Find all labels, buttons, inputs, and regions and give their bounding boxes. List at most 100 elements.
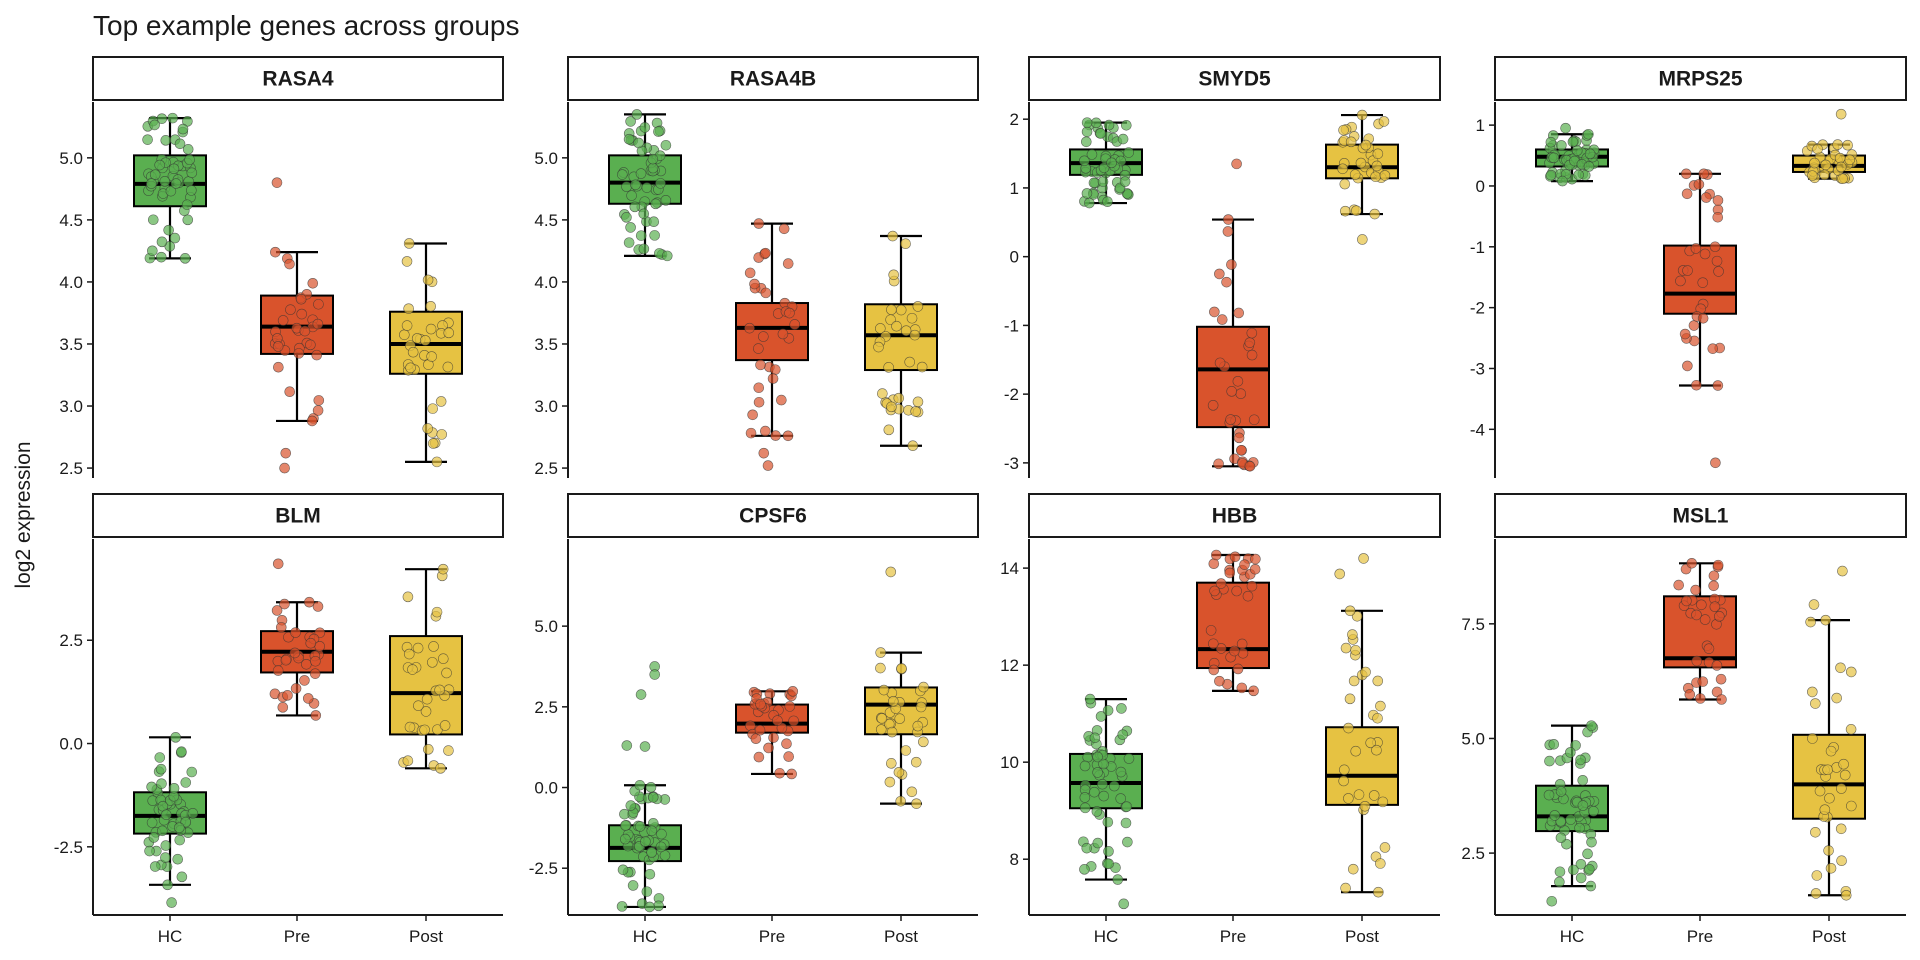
data-point [1688,320,1700,331]
data-point [1823,845,1834,856]
data-point [1098,162,1110,174]
strip-box [567,493,979,538]
panel-hbb: HBB HC Pre Post 8 10 12 14 [1000,493,1441,946]
data-point [1690,243,1702,254]
data-point [1372,675,1384,687]
data-point [1092,751,1103,763]
strip-box [1494,56,1907,101]
data-point [621,740,633,751]
data-point [428,641,439,652]
data-point [156,778,167,789]
data-point [660,139,672,151]
data-point [1214,268,1225,280]
data-point [407,664,418,675]
y-tick-label: 2.5 [59,631,83,650]
data-point [1222,214,1234,225]
data-point [1365,737,1376,749]
y-tick-label: -2.5 [54,838,83,857]
data-point [412,642,424,654]
data-point [182,144,194,155]
data-point [303,596,315,608]
data-point [1809,157,1820,169]
box-hc [133,112,207,264]
data-point [1353,789,1365,800]
data-point [641,182,653,193]
data-point [1115,793,1127,804]
box-post [864,230,938,452]
y-tick-label: -4 [1470,420,1485,439]
data-point [1358,553,1369,564]
data-point [1712,559,1724,571]
data-point [1343,722,1354,734]
data-point [421,693,433,705]
data-point [1577,775,1589,786]
data-point [1221,276,1232,288]
data-point [443,327,455,339]
data-point [1703,643,1715,654]
data-point [1548,152,1560,164]
data-point [313,395,325,406]
box-body [1196,325,1270,429]
data-point [305,637,317,649]
data-point [1372,712,1383,724]
data-point [875,323,886,334]
data-point [1250,553,1261,565]
panel-smyd5: SMYD5 -3 -2 -1 0 1 2 [1004,56,1441,478]
data-point [1712,195,1724,206]
data-point [1334,568,1346,580]
data-point [425,301,436,312]
data-point [619,808,630,820]
data-point [299,325,311,337]
data-point [301,658,312,670]
data-point [616,169,628,180]
data-point [1092,767,1103,778]
data-point [1835,662,1846,674]
data-point [1233,432,1245,444]
x-tick-label: HC [158,927,183,946]
data-point [1123,753,1135,764]
data-point [1236,682,1248,694]
data-point [634,779,646,791]
panel-rasa4: RASA4 2.5 3.0 3.5 4.0 4.5 5.0 [59,56,504,478]
data-point [1103,119,1115,131]
data-point [434,684,445,696]
data-point [1377,796,1389,808]
data-point [1246,349,1258,361]
y-tick-label: 5.0 [534,149,558,168]
data-point [436,429,448,440]
data-point [1232,663,1244,675]
data-point [167,112,178,124]
strip-box [1494,493,1907,538]
box-body [864,686,938,736]
data-point [1350,644,1361,656]
data-point [422,274,434,286]
data-point [633,137,644,149]
data-point [1812,143,1823,155]
data-point [626,190,637,201]
y-tick-label: 1 [1010,179,1019,198]
data-point [644,901,655,913]
data-point [772,715,783,726]
data-point [176,871,188,883]
data-point [1543,789,1555,801]
data-point [1244,461,1256,472]
data-point [755,698,766,710]
data-point [437,653,449,665]
data-point [299,675,310,686]
data-point [1222,226,1234,237]
data-point [625,800,637,811]
data-point [1575,754,1586,766]
x-tick-label: Pre [284,927,310,946]
data-point [1102,816,1114,828]
data-point [649,669,661,680]
data-point [277,702,289,713]
box-post [1325,109,1399,245]
data-point [1229,551,1241,563]
data-point [1086,149,1098,160]
data-point [1584,864,1595,875]
data-point [616,901,628,912]
data-point [1699,614,1711,625]
data-point [155,763,167,775]
data-point [1845,666,1857,678]
data-point [1695,693,1706,704]
